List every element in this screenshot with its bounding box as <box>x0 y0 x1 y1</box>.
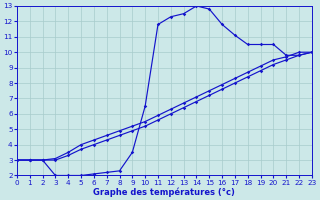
X-axis label: Graphe des températures (°c): Graphe des températures (°c) <box>93 187 235 197</box>
